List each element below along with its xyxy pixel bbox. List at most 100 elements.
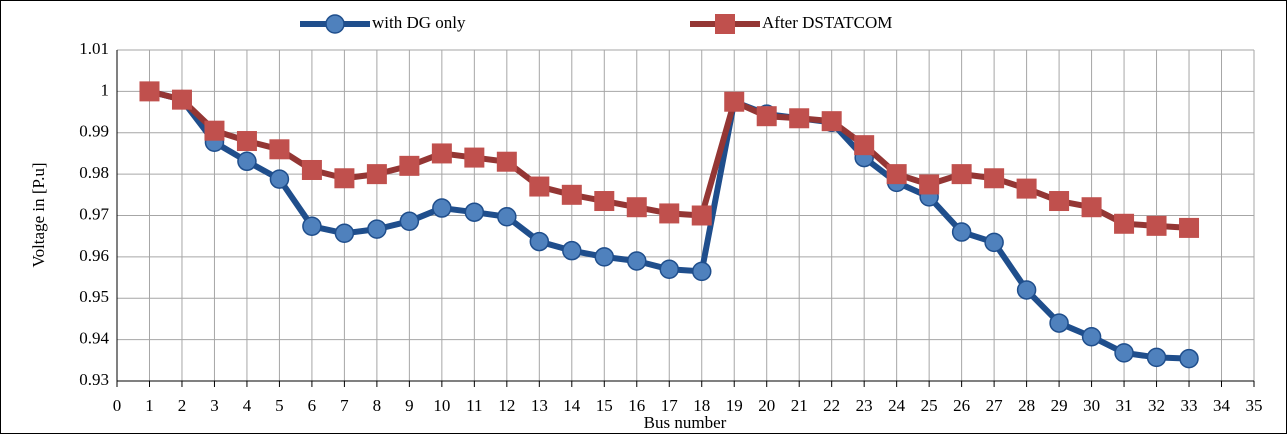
marker xyxy=(171,89,192,110)
marker xyxy=(399,211,420,232)
marker xyxy=(431,143,452,164)
marker xyxy=(399,155,420,176)
marker xyxy=(594,191,615,212)
marker xyxy=(627,251,647,271)
marker xyxy=(594,247,615,267)
marker xyxy=(821,111,842,132)
marker xyxy=(269,139,290,160)
x-tick-label: 15 xyxy=(596,396,613,415)
marker xyxy=(1049,191,1070,212)
x-tick-label: 14 xyxy=(563,396,581,415)
marker xyxy=(139,81,160,102)
marker xyxy=(301,159,322,180)
x-tick-label: 11 xyxy=(466,396,482,415)
x-tick-label: 16 xyxy=(628,396,645,415)
marker xyxy=(366,164,387,185)
x-tick-label: 25 xyxy=(921,396,938,415)
marker xyxy=(854,135,875,156)
x-tick-label: 0 xyxy=(113,396,122,415)
x-tick-label: 24 xyxy=(888,396,906,415)
marker xyxy=(204,120,225,141)
x-tick-label: 35 xyxy=(1246,396,1263,415)
marker xyxy=(1016,178,1037,199)
marker xyxy=(1081,197,1102,218)
marker xyxy=(1179,217,1200,238)
legend-label: After DSTATCOM xyxy=(762,13,892,32)
marker xyxy=(237,151,257,172)
marker xyxy=(1049,313,1069,333)
y-tick-label: 0.99 xyxy=(79,122,109,141)
x-tick-label: 4 xyxy=(243,396,252,415)
marker xyxy=(626,197,647,218)
x-tick-label: 26 xyxy=(953,396,970,415)
x-tick-label: 32 xyxy=(1148,396,1165,415)
marker xyxy=(334,223,355,244)
marker xyxy=(789,108,810,129)
x-axis-label: Bus number xyxy=(644,413,727,432)
y-tick-label: 0.95 xyxy=(79,287,109,306)
marker xyxy=(269,169,290,189)
marker xyxy=(334,168,355,189)
legend-label: with DG only xyxy=(372,13,466,32)
marker xyxy=(951,222,972,242)
y-tick-label: 0.94 xyxy=(79,329,109,348)
marker xyxy=(367,219,387,239)
marker xyxy=(886,164,907,185)
y-axis-label: Voltage in [P.u] xyxy=(29,163,48,268)
marker xyxy=(236,131,257,152)
marker xyxy=(756,106,777,127)
marker xyxy=(432,198,452,218)
y-tick-label: 0.96 xyxy=(79,246,109,265)
marker xyxy=(529,231,550,252)
marker xyxy=(529,176,550,197)
marker xyxy=(464,147,485,168)
x-tick-label: 5 xyxy=(275,396,284,415)
x-tick-label: 20 xyxy=(758,396,775,415)
x-tick-label: 3 xyxy=(210,396,219,415)
marker xyxy=(1179,348,1199,369)
x-tick-label: 19 xyxy=(726,396,743,415)
x-tick-label: 33 xyxy=(1181,396,1198,415)
x-tick-label: 13 xyxy=(531,396,548,415)
marker xyxy=(497,206,517,227)
marker xyxy=(659,203,680,224)
marker xyxy=(496,151,517,172)
x-tick-label: 1 xyxy=(145,396,154,415)
marker xyxy=(951,164,972,185)
marker xyxy=(302,216,322,237)
x-tick-label: 21 xyxy=(791,396,808,415)
x-tick-label: 31 xyxy=(1116,396,1133,415)
y-tick-label: 0.98 xyxy=(79,163,109,182)
marker xyxy=(1146,347,1167,368)
x-tick-label: 12 xyxy=(498,396,515,415)
marker xyxy=(1114,213,1135,234)
marker xyxy=(1016,280,1037,300)
x-tick-label: 7 xyxy=(340,396,349,415)
x-tick-label: 22 xyxy=(823,396,840,415)
marker xyxy=(1146,215,1167,236)
x-tick-label: 18 xyxy=(693,396,710,415)
marker xyxy=(561,184,582,205)
marker xyxy=(724,91,745,112)
marker xyxy=(562,240,582,261)
marker xyxy=(984,168,1005,189)
marker xyxy=(691,205,712,226)
marker xyxy=(464,202,485,222)
y-tick-label: 1.01 xyxy=(79,39,109,58)
x-tick-label: 17 xyxy=(661,396,679,415)
marker xyxy=(691,261,712,282)
x-tick-label: 30 xyxy=(1083,396,1100,415)
marker xyxy=(919,174,940,195)
y-tick-label: 1 xyxy=(101,80,110,99)
x-tick-label: 23 xyxy=(856,396,873,415)
legend-marker xyxy=(325,14,345,34)
x-tick-label: 29 xyxy=(1051,396,1068,415)
x-tick-label: 34 xyxy=(1213,396,1231,415)
x-tick-label: 27 xyxy=(986,396,1004,415)
marker xyxy=(659,259,680,280)
x-tick-label: 6 xyxy=(308,396,317,415)
x-tick-label: 8 xyxy=(373,396,382,415)
marker xyxy=(1114,343,1134,363)
legend-marker xyxy=(715,14,735,34)
y-tick-label: 0.97 xyxy=(79,204,109,223)
